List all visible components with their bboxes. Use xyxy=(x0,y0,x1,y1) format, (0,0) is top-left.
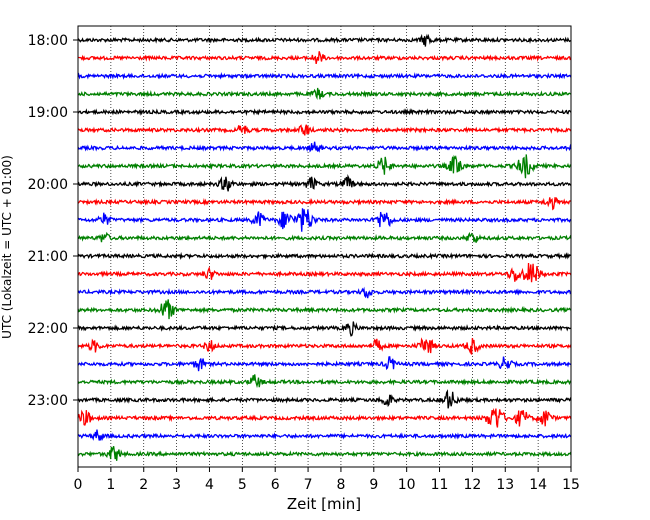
trace-2230 xyxy=(77,356,572,372)
trace-2300 xyxy=(77,389,572,409)
x-axis-label: Zeit [min] xyxy=(287,495,361,513)
trace-2145 xyxy=(77,299,572,320)
plot-frame xyxy=(77,25,572,468)
y-tick-label: 21:00 xyxy=(28,249,68,265)
x-tick-label: 10 xyxy=(398,477,416,493)
x-tick-label: 1 xyxy=(106,477,115,493)
trace-2015 xyxy=(77,196,572,211)
trace-2130 xyxy=(77,286,572,299)
x-tick-label: 8 xyxy=(336,477,345,493)
x-tick-label: 11 xyxy=(431,477,449,493)
x-tick-label: 6 xyxy=(271,477,280,493)
trace-1930 xyxy=(77,141,572,153)
y-tick-label: 18:00 xyxy=(28,33,68,49)
y-axis: 18:00 19:00 20:00 21:00 22:00 23:00 xyxy=(28,33,78,409)
x-tick-label: 4 xyxy=(205,477,214,493)
trace-1830 xyxy=(77,72,572,80)
trace-2000 xyxy=(77,174,572,192)
y-tick-label: 19:00 xyxy=(28,105,68,121)
y-tick-label: 22:00 xyxy=(28,321,68,337)
trace-2330 xyxy=(77,429,572,441)
trace-1800 xyxy=(77,33,572,47)
x-axis: 0 1 2 3 4 5 6 7 8 9 10 11 12 13 14 15 xyxy=(74,467,580,493)
x-tick-label: 7 xyxy=(304,477,313,493)
traces xyxy=(77,33,572,461)
trace-2045 xyxy=(77,231,572,243)
x-tick-label: 13 xyxy=(496,477,514,493)
y-tick-label: 20:00 xyxy=(28,177,68,193)
trace-1845 xyxy=(77,87,572,100)
trace-2345 xyxy=(77,445,572,461)
x-tick-label: 3 xyxy=(172,477,181,493)
trace-2100 xyxy=(77,251,572,261)
trace-2115 xyxy=(77,263,572,283)
trace-2215 xyxy=(77,337,572,355)
x-tick-label: 9 xyxy=(369,477,378,493)
trace-2200 xyxy=(77,321,572,337)
trace-1915 xyxy=(77,124,572,136)
x-tick-label: 2 xyxy=(139,477,148,493)
x-tick-label: 5 xyxy=(238,477,247,493)
y-axis-label: UTC (Lokalzeit = UTC + 01:00) xyxy=(0,155,14,339)
trace-1900 xyxy=(77,108,572,116)
trace-2030 xyxy=(77,208,572,232)
trace-2315 xyxy=(77,407,572,428)
x-tick-label: 14 xyxy=(529,477,547,493)
x-tick-label: 15 xyxy=(562,477,580,493)
y-tick-label: 23:00 xyxy=(28,393,68,409)
x-tick-label: 0 xyxy=(74,477,83,493)
trace-1815 xyxy=(77,51,572,65)
trace-2245 xyxy=(77,374,572,389)
trace-1945 xyxy=(77,154,572,179)
x-tick-label: 12 xyxy=(463,477,481,493)
